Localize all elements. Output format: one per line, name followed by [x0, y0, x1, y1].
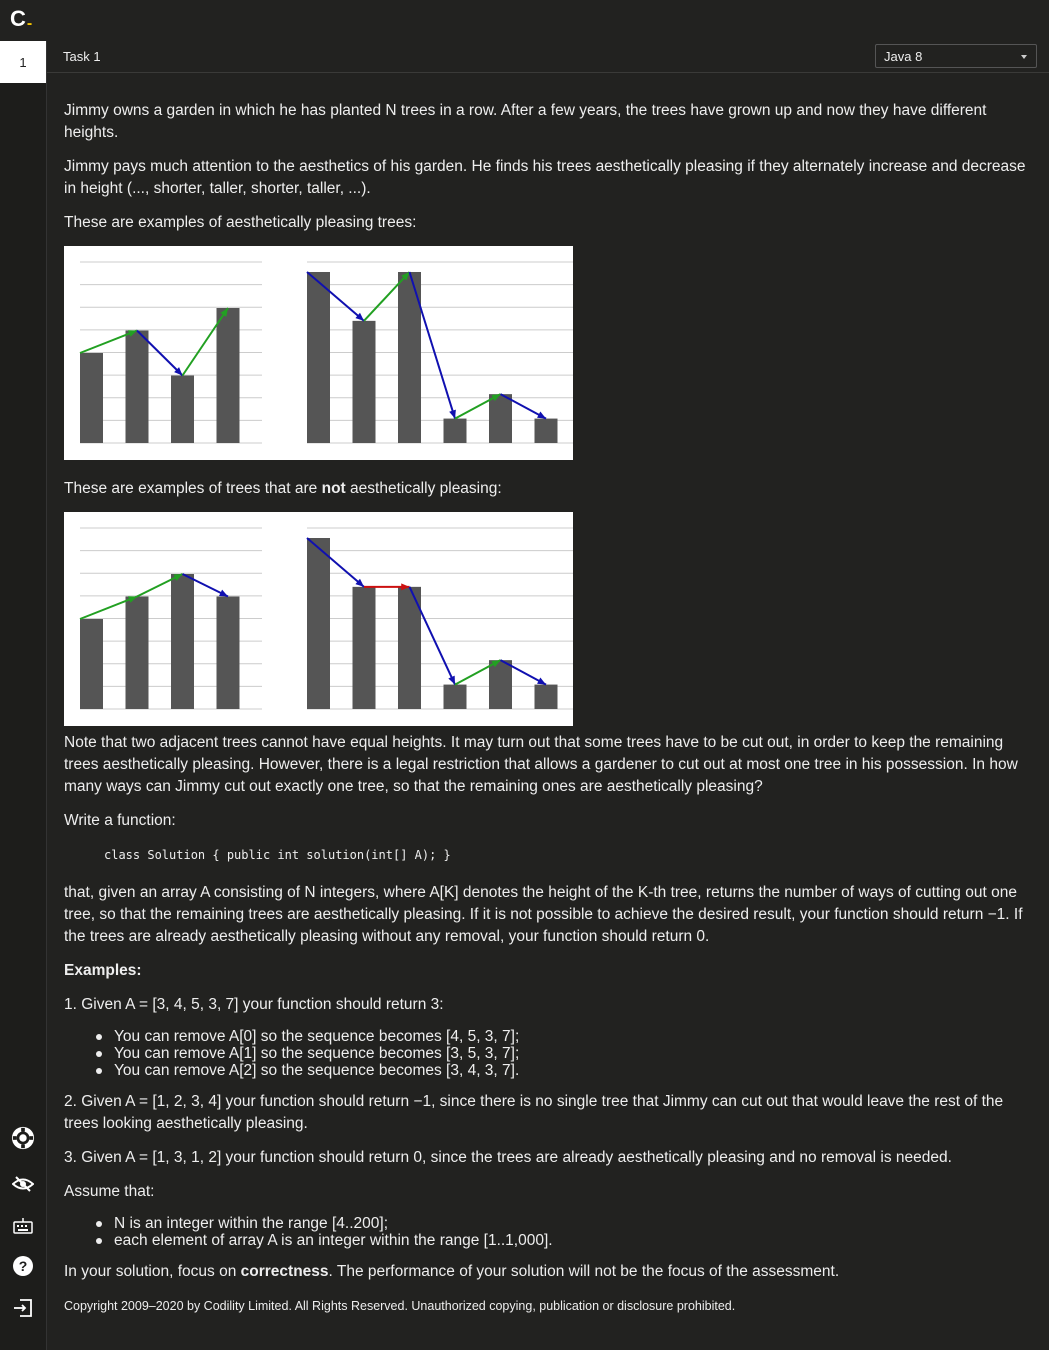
trend-arrow [181, 307, 229, 377]
tree-bar [489, 394, 512, 443]
list-item: You can remove A[0] so the sequence beco… [96, 1028, 1034, 1045]
arrow-head [355, 578, 364, 587]
trend-arrow [182, 573, 229, 598]
example-2: 2. Given A = [1, 2, 3, 4] your function … [64, 1093, 1004, 1132]
paragraph: Jimmy pays much attention to the aesthet… [64, 158, 1026, 197]
help-icon[interactable]: ? [11, 1254, 35, 1278]
tree-bar [352, 320, 376, 443]
task-header: Task 1 Java 8 [47, 41, 1049, 73]
tree-bar [171, 574, 194, 709]
tree-bar [534, 684, 558, 709]
trend-arrow [306, 271, 365, 322]
trend-arrow [408, 586, 456, 685]
arrow-head [537, 677, 546, 685]
trend-arrow [500, 659, 547, 686]
eye-slash-icon[interactable] [11, 1172, 35, 1196]
assumptions-list: N is an integer within the range [4..200… [64, 1215, 1034, 1249]
tree-bar [216, 596, 240, 709]
task-tab-1[interactable]: 1 [0, 41, 46, 83]
copyright: Copyright 2009–2020 by Codility Limited.… [64, 1299, 736, 1313]
list-item: each element of array A is an integer wi… [96, 1232, 1034, 1249]
trend-arrow [408, 271, 456, 419]
tree-bar [398, 272, 421, 443]
tree-bar [125, 596, 149, 709]
tree-bar [534, 418, 558, 443]
list-item: You can remove A[1] so the sequence beco… [96, 1045, 1034, 1062]
arrow-head [401, 583, 410, 591]
tree-bar [352, 586, 376, 709]
trend-arrow [306, 537, 365, 588]
trend-arrow [136, 573, 183, 598]
example-3: 3. Given A = [1, 3, 1, 2] your function … [64, 1149, 952, 1166]
pleasing-trees-figure [64, 246, 573, 460]
arrow-head [448, 675, 455, 685]
arrow-head [219, 589, 228, 597]
task-tab-label: 1 [19, 54, 27, 70]
tree-bar [443, 684, 467, 709]
tree-bar [171, 375, 194, 443]
tree-bar [216, 308, 240, 443]
tree-bar [489, 660, 512, 709]
trend-arrow [136, 329, 184, 377]
paragraph: These are examples of trees that are not… [64, 480, 502, 497]
trend-arrow [79, 329, 138, 354]
svg-text:?: ? [19, 1258, 28, 1274]
arrow-head [491, 660, 501, 668]
paragraph: that, given an array A consisting of N i… [64, 884, 1023, 945]
paragraph: These are examples of aesthetically plea… [64, 214, 417, 231]
paragraph: Note that two adjacent trees cannot have… [64, 734, 1018, 795]
examples-heading: Examples: [64, 962, 142, 979]
task-title: Task 1 [63, 49, 101, 64]
focus-note: In your solution, focus on correctness. … [64, 1263, 840, 1280]
arrow-head [173, 574, 183, 581]
top-bar: C- [0, 0, 1049, 42]
not-pleasing-trees-figure [64, 512, 573, 726]
arrow-head [220, 308, 228, 317]
list-item: N is an integer within the range [4..200… [96, 1215, 1034, 1232]
settings-icon[interactable] [11, 1126, 35, 1150]
tree-bar [443, 418, 467, 443]
paragraph: Jimmy owns a garden in which he has plan… [64, 102, 987, 141]
assume-heading: Assume that: [64, 1183, 155, 1200]
trend-arrow [79, 595, 138, 620]
example-1-list: You can remove A[0] so the sequence beco… [64, 1028, 1034, 1079]
function-signature: class Solution { public int solution(int… [104, 848, 451, 862]
trend-arrow [500, 393, 547, 420]
arrow-head [128, 596, 137, 603]
tree-bar [307, 538, 330, 709]
language-value: Java 8 [884, 49, 923, 64]
trend-arrow [454, 393, 501, 420]
keyboard-icon[interactable] [11, 1214, 35, 1238]
example-1: 1. Given A = [3, 4, 5, 3, 7] your functi… [64, 996, 444, 1013]
tree-bar [398, 586, 421, 709]
tree-bar [80, 353, 103, 443]
chevron-down-icon [1021, 55, 1027, 59]
codility-logo: C- [10, 6, 32, 32]
trend-arrow [363, 271, 411, 322]
left-sidebar: 1 ? [0, 41, 47, 1350]
paragraph: Write a function: [64, 812, 176, 829]
arrow-head [174, 367, 183, 376]
arrow-head [537, 411, 546, 419]
arrow-head [491, 394, 501, 402]
arrow-head [355, 312, 364, 321]
arrow-head [401, 272, 410, 281]
trend-arrow [454, 659, 501, 686]
list-item: You can remove A[2] so the sequence beco… [96, 1062, 1034, 1079]
task-description: Jimmy owns a garden in which he has plan… [64, 100, 1034, 1329]
arrow-head [449, 409, 456, 419]
tree-bar [125, 330, 149, 443]
tree-bar [80, 619, 103, 709]
arrow-head [128, 330, 137, 337]
logout-icon[interactable] [11, 1296, 35, 1320]
language-select[interactable]: Java 8 [875, 44, 1037, 68]
tree-bar [307, 272, 330, 443]
